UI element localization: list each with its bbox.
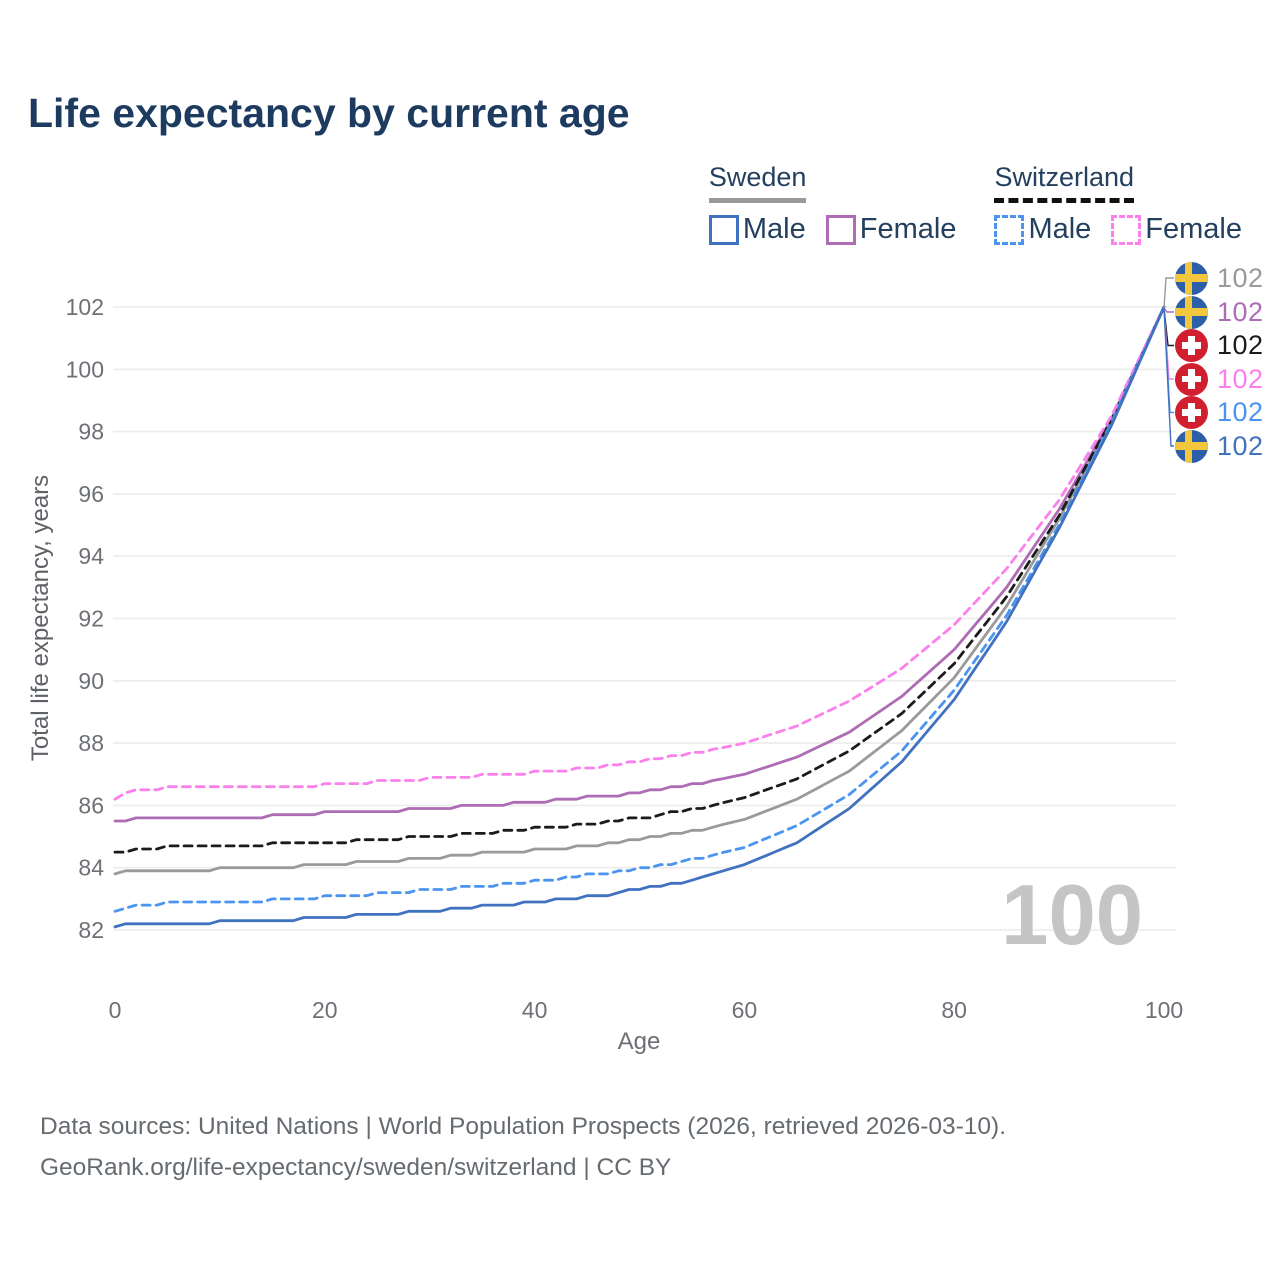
legend-items-switzerland: Male Female [994, 213, 1242, 246]
y-tick-label: 84 [78, 855, 104, 881]
y-tick-label: 96 [78, 481, 104, 507]
connector-line [1163, 307, 1174, 447]
chart-footer: Data sources: United Nations | World Pop… [40, 1106, 1006, 1188]
axis-ticks: 82 84 86 88 90 92 94 96 98 100 102 0 20 40 60 80 100 [66, 294, 1184, 1023]
x-tick-label: 60 [732, 997, 758, 1023]
x-axis-title: Age [618, 1028, 661, 1055]
y-tick-label: 102 [66, 294, 104, 320]
end-label-connectors [1163, 277, 1174, 447]
legend-group-title-switzerland: Switzerland [994, 162, 1134, 203]
attribution-line: GeoRank.org/life-expectancy/sweden/switz… [40, 1154, 672, 1181]
switzerland-male-swatch-icon [994, 214, 1025, 245]
x-tick-label: 80 [941, 997, 967, 1023]
y-tick-label: 88 [78, 730, 104, 756]
legend-group-switzerland: Switzerland Male Female [994, 162, 1242, 246]
y-tick-label: 100 [66, 356, 104, 382]
series-line-switzerland-female [113, 305, 1166, 801]
connector-line [1163, 307, 1174, 313]
age-watermark: 100 [1001, 868, 1143, 963]
x-tick-label: 100 [1145, 997, 1183, 1023]
legend-group-sweden: Sweden Male Female [708, 162, 957, 246]
legend-item-sweden-male[interactable]: Male [708, 213, 806, 246]
legend-items-sweden: Male Female [708, 213, 957, 246]
series-line-sweden-male [113, 305, 1166, 929]
legend: Sweden Male Female Switzerland Male Fema… [708, 162, 1242, 246]
y-axis-title: Total life expectancy, years [27, 475, 54, 761]
page-title: Life expectancy by current age [28, 90, 630, 136]
x-tick-label: 0 [109, 997, 122, 1023]
legend-item-sweden-female[interactable]: Female [825, 213, 957, 246]
legend-item-label: Male [1028, 213, 1092, 245]
y-tick-label: 92 [78, 606, 104, 632]
series-lines [113, 305, 1166, 929]
y-tick-label: 98 [78, 419, 104, 445]
series-line-switzerland-male [113, 305, 1166, 913]
switzerland-female-swatch-icon [1111, 214, 1142, 245]
x-tick-label: 20 [312, 997, 338, 1023]
y-tick-label: 94 [78, 543, 104, 569]
sweden-female-swatch-icon [825, 214, 856, 245]
connector-line [1163, 277, 1174, 309]
legend-item-label: Female [859, 213, 957, 245]
series-line-switzerland-both-sexes- [113, 305, 1166, 854]
gridlines [113, 306, 1176, 931]
x-tick-label: 40 [522, 997, 548, 1023]
data-sources-line: Data sources: United Nations | World Pop… [40, 1113, 1007, 1140]
y-tick-label: 82 [78, 917, 104, 943]
y-tick-label: 90 [78, 668, 104, 694]
legend-item-switzerland-female[interactable]: Female [1111, 213, 1242, 246]
series-line-sweden-female [113, 305, 1166, 823]
legend-item-label: Female [1145, 213, 1242, 245]
legend-group-title-sweden: Sweden [708, 162, 807, 203]
legend-item-switzerland-male[interactable]: Male [994, 213, 1091, 246]
legend-item-label: Male [742, 213, 806, 245]
series-line-sweden-both-sexes- [113, 305, 1166, 876]
y-tick-label: 86 [78, 792, 104, 818]
sweden-male-swatch-icon [708, 214, 739, 245]
